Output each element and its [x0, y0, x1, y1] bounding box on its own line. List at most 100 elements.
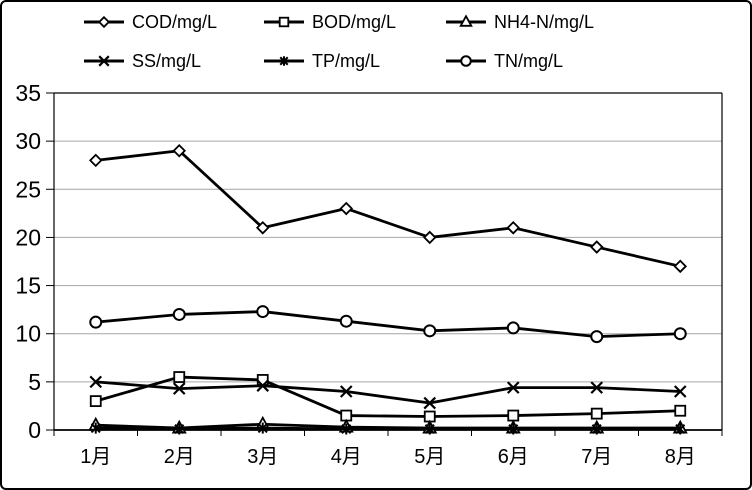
x-marker-icon: [590, 381, 604, 394]
asterisk-stroke: [257, 423, 268, 434]
x-marker-icon: [256, 379, 270, 392]
diamond-marker-icon: [255, 221, 270, 235]
series-line: [95, 426, 681, 431]
y-tick-label: 20: [15, 224, 41, 250]
diamond-marker-icon: [97, 15, 111, 29]
x-tick-label: 8月: [665, 446, 696, 468]
diamond-marker-icon: [172, 143, 187, 158]
diamond-marker-icon: [339, 201, 354, 216]
asterisk-stroke: [90, 423, 101, 434]
x-marker-icon: [673, 385, 687, 398]
legend-bod-line-marker-icon: [263, 13, 305, 31]
legend-item-nh4n: NH4-N/mg/L: [445, 10, 594, 34]
circle-marker-icon: [673, 327, 687, 341]
y-tick-label: 15: [15, 273, 41, 299]
asterisk-marker-icon: [424, 423, 435, 435]
asterisk-marker-icon: [279, 56, 289, 66]
asterisk-marker-icon: [90, 422, 101, 434]
x-tick-label: 5月: [414, 446, 445, 468]
x-stroke: [172, 382, 186, 395]
legend-tp-label: TP/mg/L: [312, 51, 381, 71]
asterisk-marker-icon: [174, 423, 185, 435]
y-tick-label: 25: [15, 176, 41, 202]
legend-item-tn: TN/mg/L: [445, 49, 563, 73]
x-stroke: [506, 381, 520, 394]
asterisk-stroke: [174, 424, 185, 435]
x-marker-icon: [98, 55, 110, 67]
x-tick-label: 1月: [80, 446, 111, 468]
diamond-marker-icon: [88, 153, 103, 168]
x-marker-icon: [89, 375, 103, 389]
x-stroke: [339, 385, 353, 398]
series-line: [95, 375, 681, 418]
asterisk-stroke: [591, 424, 602, 435]
x-tick-label: 2月: [164, 446, 195, 468]
x-marker-icon: [506, 381, 520, 394]
legend-sample-svg: [84, 15, 124, 29]
series-line: [95, 149, 681, 268]
asterisk-stroke: [279, 56, 289, 66]
diamond-marker-icon: [673, 259, 688, 274]
series-line: [95, 380, 681, 405]
x-marker-icon: [423, 396, 437, 410]
square-marker-icon: [507, 409, 520, 422]
square-marker-icon: [89, 395, 102, 408]
y-tick-label: 10: [15, 321, 41, 347]
x-stroke: [89, 375, 103, 389]
legend-tn-line-marker-icon: [445, 52, 487, 70]
legend-sample-svg: [264, 16, 304, 28]
legend-ss-label: SS/mg/L: [132, 51, 202, 71]
square-marker-icon: [674, 404, 687, 417]
x-stroke: [673, 385, 687, 398]
triangle-marker-icon: [459, 14, 473, 27]
legend-cod-label: COD/mg/L: [132, 12, 218, 32]
circle-marker-icon: [590, 330, 604, 344]
series-bod: [89, 371, 687, 423]
x-tick-label: 4月: [331, 446, 362, 468]
y-tick-label: 35: [15, 80, 41, 106]
asterisk-stroke: [424, 424, 435, 435]
diamond-marker-icon: [506, 221, 521, 235]
legend-cod-line-marker-icon: [83, 13, 125, 31]
series-cod: [88, 143, 688, 274]
circle-marker-icon: [460, 55, 472, 67]
asterisk-stroke: [341, 424, 352, 435]
legend-nh4n-label: NH4-N/mg/L: [494, 12, 595, 32]
asterisk-stroke: [675, 424, 686, 435]
square-marker-icon: [173, 371, 186, 383]
circle-marker-icon: [339, 314, 353, 328]
asterisk-marker-icon: [591, 423, 602, 435]
series-ss: [89, 375, 687, 410]
asterisk-marker-icon: [341, 423, 352, 435]
x-stroke: [256, 379, 270, 392]
x-tick-label: 3月: [247, 446, 278, 468]
legend-sample-svg: [446, 55, 486, 67]
legend-sample-svg: [264, 56, 304, 66]
legend-bod-label: BOD/mg/L: [312, 12, 397, 32]
asterisk-stroke: [508, 424, 519, 435]
y-tick-label: 30: [15, 128, 41, 154]
circle-marker-icon: [256, 305, 270, 319]
diamond-marker-icon: [589, 240, 604, 254]
series-tp: [90, 422, 686, 435]
asterisk-marker-icon: [508, 423, 519, 435]
x-stroke: [423, 396, 437, 410]
series-line: [95, 310, 681, 339]
x-tick-label: 7月: [581, 446, 612, 468]
legend-nh4n-line-marker-icon: [445, 13, 487, 31]
legend-sample-svg: [84, 55, 124, 67]
x-marker-icon: [172, 382, 186, 395]
asterisk-marker-icon: [675, 423, 686, 435]
legend-ss-line-marker-icon: [83, 52, 125, 70]
legend-tp-line-marker-icon: [263, 52, 305, 70]
x-stroke: [590, 381, 604, 394]
x-stroke: [98, 55, 110, 67]
legend-sample-svg: [446, 14, 486, 27]
legend-item-ss: SS/mg/L: [83, 49, 201, 73]
diamond-marker-icon: [422, 230, 437, 245]
circle-marker-icon: [89, 315, 103, 329]
legend-item-tp: TP/mg/L: [263, 49, 380, 73]
asterisk-marker-icon: [257, 422, 268, 434]
